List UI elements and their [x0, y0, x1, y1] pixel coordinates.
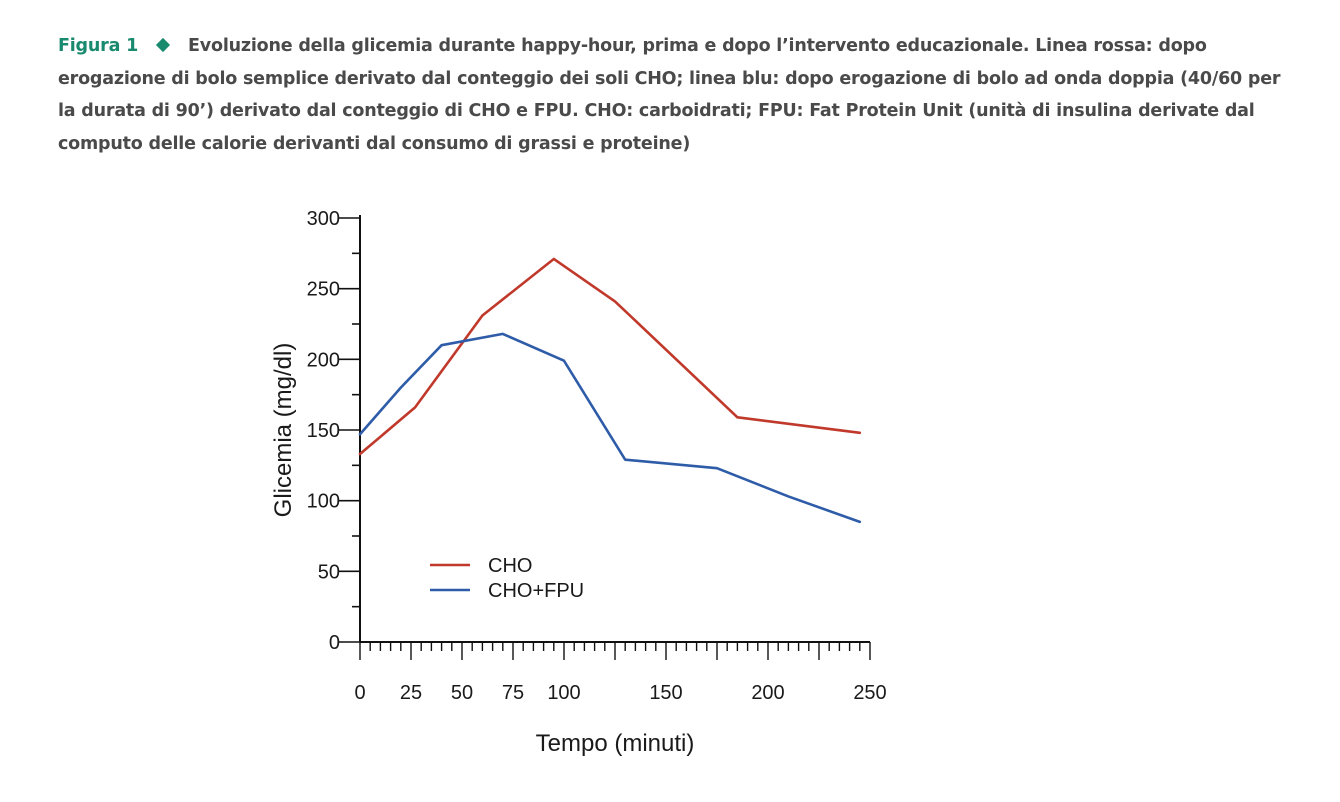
series-line-2: [358, 332, 862, 524]
x-tick-label: 250: [853, 682, 886, 704]
figure-caption: Figura 1 Evoluzione della glicemia durant…: [58, 30, 1283, 160]
y-axis-title: Glicemia (mg/dl): [270, 343, 297, 518]
x-tick-label: 75: [502, 682, 524, 704]
x-tick-label: 100: [547, 682, 580, 704]
y-tick-label: 150: [307, 420, 340, 442]
figure-label: Figura 1: [58, 36, 139, 56]
legend-label-2: CHO+FPU: [488, 580, 584, 602]
x-tick-label: 50: [451, 682, 473, 704]
y-tick-label: 50: [318, 561, 340, 583]
x-tick-label: 0: [354, 682, 365, 704]
legend-label-1: CHO: [488, 555, 532, 577]
caption-text: Evoluzione della glicemia durante happy-…: [58, 36, 1281, 154]
y-tick-label: 300: [307, 208, 340, 230]
y-tick-label: 0: [329, 632, 340, 654]
x-tick-label: 150: [649, 682, 682, 704]
y-tick-label: 100: [307, 491, 340, 513]
x-axis-title: Tempo (minuti): [536, 730, 695, 757]
x-tick-label: 25: [400, 682, 422, 704]
x-tick-label: 200: [751, 682, 784, 704]
y-tick-label: 250: [307, 279, 340, 301]
series-line-1: [358, 257, 862, 456]
y-tick-label: 200: [307, 349, 340, 371]
